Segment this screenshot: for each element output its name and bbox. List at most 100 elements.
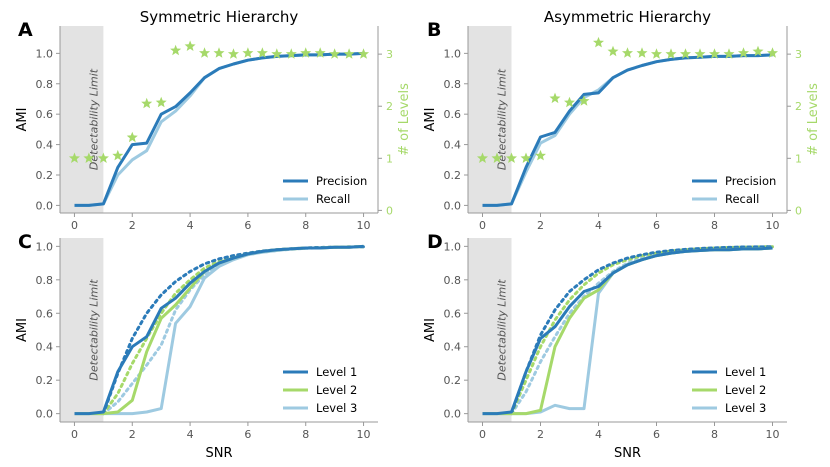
x-tick-label: 8	[302, 219, 309, 232]
x-tick-label: 6	[653, 219, 660, 232]
panel-letter: D	[427, 231, 443, 253]
level-count-star	[314, 47, 326, 58]
panel-a: A Symmetric Hierarchy Detectability Limit 0…	[15, 8, 412, 232]
level-count-star	[694, 48, 706, 59]
y-tick-label: 0.0	[36, 408, 54, 421]
level-count-star	[170, 44, 182, 56]
level-count-star	[213, 47, 225, 58]
level-count-star	[738, 47, 749, 58]
level-count-star	[68, 152, 80, 163]
detectability-label: Detectability Limit	[496, 279, 509, 381]
level-count-star	[155, 96, 167, 108]
level-count-star	[593, 36, 604, 48]
panel-letter: C	[18, 231, 32, 253]
level-count-star	[329, 48, 341, 59]
x-tick-label: 4	[595, 428, 602, 441]
legend-label: Level 3	[316, 401, 357, 415]
level-count-star	[300, 47, 312, 58]
legend-label: Precision	[316, 174, 367, 188]
y-tick-label: 0.2	[444, 374, 462, 387]
y-tick-label: 0.6	[36, 108, 54, 121]
y2-tick-label: 3	[795, 48, 802, 61]
level-count-star	[665, 48, 677, 59]
series-levels-stars	[477, 36, 778, 163]
y-tick-label: 0.2	[36, 374, 54, 387]
x-axis-label: SNR	[614, 446, 641, 461]
y-tick-label: 0.6	[444, 307, 462, 320]
level-count-star	[767, 47, 778, 58]
legend: Level 1 Level 2 Level 3	[283, 365, 357, 415]
series-line-level-1-expected	[510, 245, 774, 416]
y-axis-label: AMI	[15, 108, 30, 132]
level-count-star	[97, 152, 109, 163]
legend: Precision Recall	[283, 174, 367, 206]
y-tick-label: 0.4	[36, 341, 54, 354]
y-tick-label: 0.0	[444, 199, 462, 212]
y2-tick-label: 0	[386, 204, 393, 217]
y2-axis-label: # of Levels	[397, 83, 412, 156]
detectability-band	[60, 238, 104, 422]
detectability-label: Detectability Limit	[496, 68, 509, 170]
level-count-star	[358, 48, 370, 59]
level-count-star	[271, 48, 283, 59]
legend-label: Precision	[725, 174, 776, 188]
level-count-star	[227, 48, 239, 59]
y-tick-label: 0.8	[444, 78, 462, 91]
x-tick-label: 0	[479, 219, 486, 232]
y-tick-label: 1.0	[444, 47, 462, 60]
y-axis-label: AMI	[15, 318, 30, 342]
y2-tick-label: 1	[795, 152, 802, 165]
y-tick-label: 1.0	[36, 240, 54, 253]
x-tick-label: 4	[595, 219, 602, 232]
y-tick-label: 0.2	[36, 169, 54, 182]
y2-tick-label: 3	[386, 48, 393, 61]
x-tick-label: 8	[302, 428, 309, 441]
level-count-star	[184, 40, 196, 51]
level-count-star	[126, 131, 138, 143]
x-tick-label: 10	[766, 219, 780, 232]
level-count-star	[622, 47, 633, 58]
y2-tick-label: 2	[795, 100, 802, 113]
x-tick-label: 0	[479, 428, 486, 441]
level-count-star	[141, 97, 153, 109]
level-count-star	[535, 149, 546, 161]
y-tick-label: 1.0	[444, 240, 462, 253]
detectability-band	[60, 26, 104, 213]
legend-label: Level 2	[725, 383, 766, 397]
panel-letter: B	[427, 19, 441, 41]
y-tick-label: 0.2	[444, 169, 462, 182]
legend-label: Recall	[725, 192, 759, 206]
x-tick-label: 10	[766, 428, 780, 441]
x-axis-label: SNR	[205, 446, 232, 461]
level-count-star	[199, 47, 211, 58]
x-tick-label: 2	[129, 428, 136, 441]
detectability-band	[468, 26, 512, 213]
panel-d: D Detectability Limit 0.0 0.2 0.4 0.6 0.8 1.0 0 2…	[423, 231, 787, 461]
level-count-star	[723, 48, 735, 59]
series-line-level-1-expected	[101, 245, 365, 416]
panel-b: B Asymmetric Hierarchy Detectability Limit…	[423, 8, 821, 232]
x-tick-label: 6	[244, 428, 251, 441]
level-count-star	[607, 45, 619, 57]
level-count-star	[520, 152, 532, 163]
y2-tick-label: 2	[386, 100, 393, 113]
panel-c: C Detectability Limit 0.0 0.2 0.4 0.6 0.8 1.0 0 2…	[15, 231, 378, 461]
y2-tick-label: 0	[795, 204, 802, 217]
x-tick-label: 4	[187, 428, 194, 441]
y-axis-label: AMI	[423, 108, 438, 132]
level-count-star	[549, 92, 561, 104]
x-tick-label: 6	[244, 219, 251, 232]
y-tick-label: 0.6	[444, 108, 462, 121]
x-tick-label: 4	[187, 219, 194, 232]
x-tick-label: 10	[357, 428, 371, 441]
level-count-star	[506, 152, 517, 163]
level-count-star	[112, 149, 124, 161]
series-line-precision	[74, 51, 364, 207]
legend-label: Level 3	[725, 401, 766, 415]
series-levels-stars	[68, 40, 370, 163]
y-axis-label: AMI	[423, 318, 438, 342]
x-tick-label: 2	[129, 219, 136, 232]
y-tick-label: 0.0	[444, 408, 462, 421]
detectability-label: Detectability Limit	[87, 279, 100, 381]
level-count-star	[343, 48, 355, 59]
